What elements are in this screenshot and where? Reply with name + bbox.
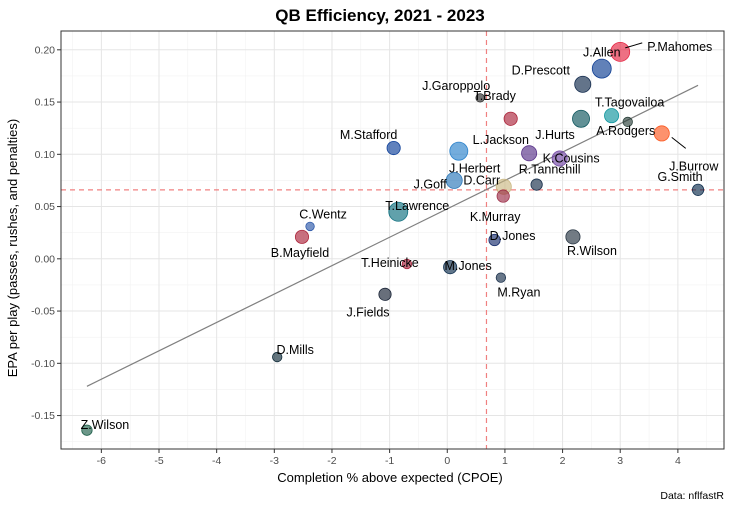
reference-lines <box>61 31 724 449</box>
label-t-tagovailoa: T.Tagovailoa <box>595 96 665 110</box>
point-j-hurts <box>572 109 590 128</box>
y-tick-label: -0.05 <box>31 306 55 318</box>
label-j-hurts: J.Hurts <box>535 128 575 142</box>
label-d-prescott: D.Prescott <box>512 63 571 77</box>
label-m-stafford: M.Stafford <box>340 128 397 142</box>
x-tick-label: 3 <box>617 455 623 467</box>
point-j-herbert <box>551 150 568 167</box>
point-m-jones <box>443 260 458 275</box>
label-m-jones: M.Jones <box>445 259 492 273</box>
x-tick-label: -3 <box>270 455 279 467</box>
x-tick-label: 0 <box>444 455 450 467</box>
point-m-stafford <box>386 140 401 156</box>
label-l-jackson: L.Jackson <box>473 133 529 147</box>
leader-p-mahomes <box>625 42 643 49</box>
x-tick-label: 2 <box>560 455 566 467</box>
trend-line-group <box>86 84 699 387</box>
plot-panel-border <box>60 30 725 450</box>
label-p-mahomes: P.Mahomes <box>647 40 712 54</box>
x-tick-label: 1 <box>502 455 508 467</box>
label-m-ryan: M.Ryan <box>497 286 540 300</box>
label-c-wentz: C.Wentz <box>299 207 347 221</box>
point-t-brady <box>503 111 518 126</box>
label-t-heinicke: T.Heinicke <box>361 256 419 270</box>
point-l-jackson <box>449 141 469 161</box>
point-m-ryan <box>495 272 507 283</box>
point-j-fields <box>378 287 392 301</box>
label-g-smith: G.Smith <box>657 170 702 184</box>
point-j-goff <box>445 171 463 189</box>
x-axis-ticks: -6 -5 -4 -3 -2 -1 0 1 2 3 4 <box>97 449 681 467</box>
y-tick-label: 0.05 <box>35 201 56 213</box>
label-j-burrow: J.Burrow <box>669 159 719 173</box>
label-r-tannehill: R.Tannehill <box>519 163 581 177</box>
x-tick-label: -2 <box>327 455 336 467</box>
label-j-fields: J.Fields <box>346 305 389 319</box>
y-axis-label: EPA per play (passes, rushes, and penalt… <box>5 119 20 377</box>
label-j-goff: J.Goff <box>414 177 448 191</box>
x-tick-label: -5 <box>154 455 163 467</box>
point-r-tannehill <box>530 178 543 191</box>
label-j-allen: J.Allen <box>583 46 621 60</box>
y-tick-label: 0.20 <box>35 44 56 56</box>
point-a-rodgers <box>622 116 633 128</box>
label-d-mills: D.Mills <box>276 343 314 357</box>
leader-j-burrow <box>671 137 687 149</box>
label-j-herbert: J.Herbert <box>449 161 501 175</box>
point-r-wilson <box>565 229 581 245</box>
x-tick-label: -1 <box>385 455 394 467</box>
label-j-garoppolo: J.Garoppolo <box>422 79 490 93</box>
chart-title: QB Efficiency, 2021 - 2023 <box>275 6 484 25</box>
point-c-wentz <box>305 221 315 232</box>
point-t-heinicke <box>401 258 413 270</box>
point-b-mayfield <box>294 229 310 244</box>
point-d-jones <box>488 233 501 247</box>
x-tick-label: -4 <box>212 455 221 467</box>
x-tick-label: -6 <box>97 455 106 467</box>
point-j-burrow <box>653 125 670 142</box>
label-z-wilson: Z.Wilson <box>81 418 130 432</box>
point-j-garoppolo <box>475 93 485 103</box>
label-d-jones: D.Jones <box>490 229 536 243</box>
point-labels: P.Mahomes J.Allen D.Prescott J.GaroppoloT.B… <box>81 40 720 432</box>
point-d-prescott <box>574 75 592 93</box>
point-z-wilson <box>81 424 93 436</box>
label-k-murray: K.Murray <box>470 210 521 224</box>
x-tick-label: 4 <box>675 455 681 467</box>
data-source-caption: Data: nflfastR <box>660 490 724 502</box>
point-t-tagovailoa <box>604 108 620 124</box>
x-axis-label: Completion % above expected (CPOE) <box>277 470 502 485</box>
y-tick-label: 0.00 <box>35 253 56 265</box>
label-r-wilson: R.Wilson <box>567 244 617 258</box>
point-d-mills <box>272 351 283 363</box>
major-gridlines <box>61 31 724 449</box>
point-k-cousins <box>521 145 538 162</box>
point-t-lawrence <box>388 201 409 222</box>
y-tick-label: -0.15 <box>31 410 55 422</box>
label-d-carr: D.Carr <box>463 174 500 188</box>
y-tick-label: 0.15 <box>35 97 56 109</box>
label-k-cousins: K.Cousins <box>543 151 600 165</box>
point-k-murray <box>496 189 510 203</box>
trend-line <box>86 84 699 387</box>
point-j-allen <box>591 58 612 79</box>
y-axis-ticks: -0.15 -0.10 -0.05 0.00 0.05 0.10 0.15 0.20 <box>31 44 61 422</box>
y-tick-label: 0.10 <box>35 149 56 161</box>
y-tick-label: -0.10 <box>31 358 55 370</box>
point-p-mahomes <box>610 42 631 62</box>
data-points <box>81 42 705 436</box>
label-t-lawrence: T.Lawrence <box>385 199 449 213</box>
label-leader-lines <box>625 42 687 149</box>
label-t-brady: T.Brady <box>473 89 516 103</box>
minor-gridlines <box>61 31 724 449</box>
label-a-rodgers: A.Rodgers <box>596 124 655 138</box>
label-b-mayfield: B.Mayfield <box>271 246 329 260</box>
point-g-smith <box>691 183 705 196</box>
